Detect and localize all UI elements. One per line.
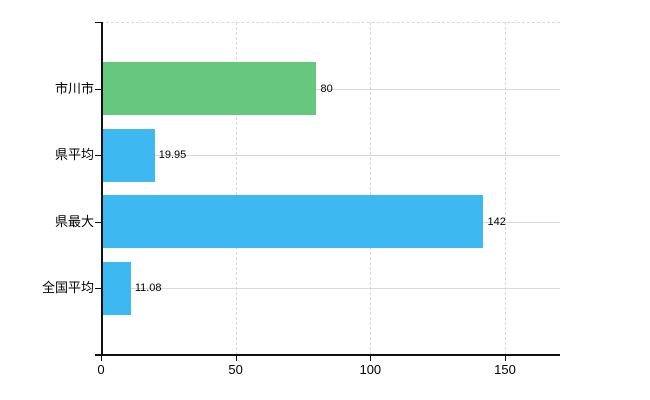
category-label: 全国平均 [41,280,94,296]
band-gridline [101,288,560,290]
category-label: 市川市 [54,80,94,96]
y-axis-tick [95,155,101,157]
y-axis-tick [95,221,101,223]
y-axis-top-tick [95,22,101,23]
bar-value-label: 142 [487,215,506,228]
bar-3 [101,195,484,249]
x-gridline [505,22,506,355]
x-tick-label: 0 [97,362,105,377]
x-tick-label: 150 [494,362,516,377]
x-axis-tick [370,356,372,361]
y-axis-tick [95,288,101,290]
y-axis-tick [95,88,101,90]
x-tick-label: 100 [359,362,382,377]
band-gridline [101,155,560,157]
y-axis-line [101,22,103,355]
bar-4 [101,261,131,315]
x-axis-tick [235,356,237,361]
x-gridline [235,22,237,355]
bar-2 [101,128,155,182]
x-gridline [370,22,372,355]
band-gridline [101,88,560,90]
bar-value-label: 80 [320,82,333,95]
category-label: 県最大 [54,213,94,229]
plot-area: 80 19.95 142 11.08 [101,22,560,355]
x-tick-label: 50 [228,362,243,377]
bar-1 [101,62,317,116]
x-axis-tick [505,356,506,361]
x-axis-line [95,354,560,356]
bar-value-label: 19.95 [158,149,187,162]
x-axis-tick [101,356,102,361]
category-label: 県平均 [54,147,94,163]
bar-value-label: 11.08 [134,282,162,295]
top-gridline [101,22,560,23]
